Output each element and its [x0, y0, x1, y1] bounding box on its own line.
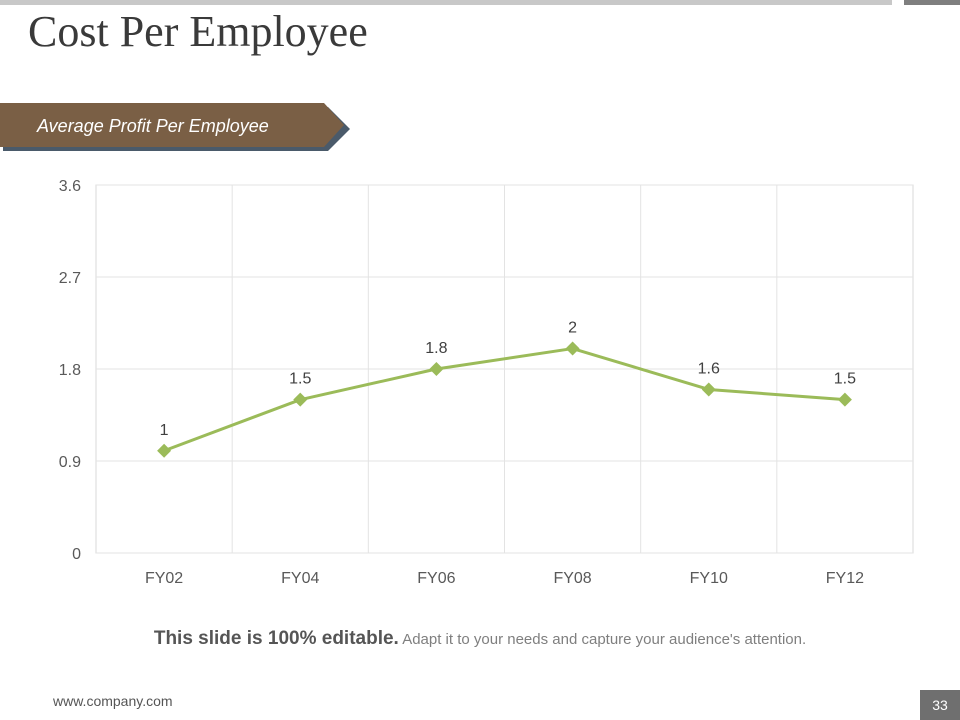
data-point-marker [565, 341, 580, 356]
y-tick-label: 3.6 [59, 178, 81, 195]
x-tick-label: FY12 [826, 570, 864, 587]
editable-note-bold: This slide is 100% editable. [153, 628, 399, 649]
data-label: 1 [160, 422, 169, 439]
data-label: 2 [568, 320, 577, 337]
data-label: 1.6 [698, 360, 720, 377]
data-point-marker [837, 392, 852, 407]
y-tick-label: 0.9 [59, 454, 81, 471]
data-point-marker [157, 443, 172, 458]
editable-note-text: Adapt it to your needs and capture your … [402, 631, 807, 648]
chart-banner [0, 103, 350, 153]
x-tick-label: FY02 [145, 570, 183, 587]
website-link[interactable]: www.company.com [53, 693, 173, 709]
line-chart: 0 0.9 1.8 2.7 3.6 FY02 FY04 FY06 FY08 FY10 FY12 1 1.… [59, 178, 914, 587]
data-point-marker [293, 392, 308, 407]
y-tick-label: 0 [72, 546, 81, 563]
data-label: 1.5 [289, 371, 311, 388]
editable-note: This slide is 100% editable. Adapt it to… [0, 628, 960, 650]
data-point-marker [429, 362, 444, 376]
y-tick-label: 2.7 [59, 270, 81, 287]
slide-title: Cost Per Employee [28, 7, 368, 56]
x-tick-label: FY08 [553, 570, 591, 587]
top-accent-bar [0, 0, 892, 5]
x-tick-label: FY06 [417, 570, 455, 587]
banner-label: Average Profit Per Employee [37, 116, 269, 136]
page-number: 33 [920, 690, 960, 720]
banner-arrow-shape [0, 103, 350, 151]
x-tick-label: FY04 [281, 570, 319, 587]
data-label: 1.8 [425, 340, 447, 357]
data-label: 1.5 [834, 371, 856, 388]
data-point-marker [701, 382, 716, 397]
x-tick-label: FY10 [690, 570, 728, 587]
y-tick-label: 1.8 [59, 362, 81, 379]
top-accent-bar-end [904, 0, 960, 5]
series-line [163, 347, 846, 453]
